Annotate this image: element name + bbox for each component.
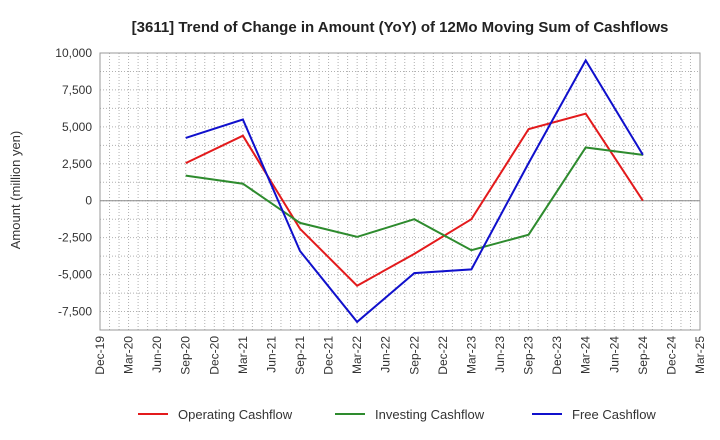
x-tick-label: Mar-23 <box>464 336 478 374</box>
grid <box>99 52 701 331</box>
x-tick-label: Sep-21 <box>293 336 307 375</box>
x-tick-label: Sep-23 <box>522 336 536 375</box>
x-tick-label: Sep-24 <box>636 336 650 375</box>
x-tick-label: Dec-24 <box>664 336 678 375</box>
x-tick-label: Jun-20 <box>150 336 164 373</box>
x-tick-label: Mar-24 <box>579 336 593 374</box>
x-axis: Dec-19 Mar-20 Jun-20 Sep-20 Dec-20 Mar-21 Jun-… <box>93 336 707 375</box>
x-tick-label: Sep-22 <box>407 336 421 375</box>
legend-label-operating-cashflow: Operating Cashflow <box>178 407 293 422</box>
series-lines <box>185 58 644 324</box>
x-tick-label: Dec-23 <box>550 336 564 375</box>
plot-area-border <box>99 52 701 331</box>
x-tick-label: Sep-20 <box>179 336 193 375</box>
y-tick-label: -5,000 <box>58 268 92 282</box>
x-tick-label: Dec-20 <box>207 336 221 375</box>
y-tick-label: 7,500 <box>62 83 92 97</box>
legend: Operating Cashflow Investing Cashflow Free… <box>138 407 656 422</box>
y-tick-label: 5,000 <box>62 120 92 134</box>
x-tick-label: Dec-19 <box>93 336 107 375</box>
series-line-operating-cashflow <box>185 112 644 287</box>
y-tick-label: -7,500 <box>58 305 92 319</box>
x-tick-label: Mar-25 <box>693 336 707 374</box>
x-tick-label: Dec-22 <box>436 336 450 375</box>
series-line-investing-cashflow <box>185 146 644 252</box>
y-tick-label: -2,500 <box>58 231 92 245</box>
y-tick-label: 2,500 <box>62 157 92 171</box>
x-tick-label: Mar-22 <box>350 336 364 374</box>
x-tick-label: Mar-21 <box>236 336 250 374</box>
y-axis: 10,000 7,500 5,000 2,500 0 -2,500 -5,000 -7,500 <box>55 46 92 319</box>
series-line-free-cashflow <box>185 58 644 324</box>
legend-label-free-cashflow: Free Cashflow <box>572 407 656 422</box>
x-tick-label: Dec-21 <box>322 336 336 375</box>
x-tick-label: Jun-22 <box>379 336 393 373</box>
y-tick-label: 0 <box>85 194 92 208</box>
x-tick-label: Jun-23 <box>493 336 507 373</box>
x-tick-label: Mar-20 <box>122 336 136 374</box>
y-axis-label: Amount (million yen) <box>8 131 23 250</box>
legend-label-investing-cashflow: Investing Cashflow <box>375 407 485 422</box>
chart-title: [3611] Trend of Change in Amount (YoY) o… <box>132 19 669 36</box>
x-tick-label: Jun-21 <box>264 336 278 373</box>
x-tick-label: Jun-24 <box>607 336 621 373</box>
y-tick-label: 10,000 <box>55 46 92 60</box>
